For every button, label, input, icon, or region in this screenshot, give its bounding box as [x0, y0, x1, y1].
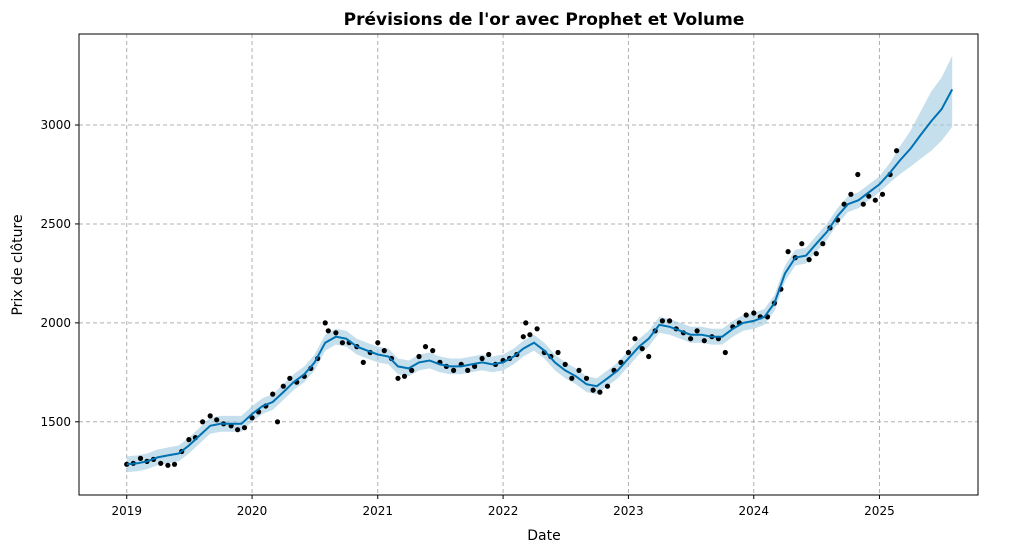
grid-lines [79, 34, 978, 495]
y-tick-label: 2000 [40, 316, 71, 330]
observed-point [743, 312, 749, 318]
observed-point [165, 462, 171, 468]
observed-point [274, 419, 281, 425]
observed-point [799, 241, 805, 247]
observed-point [486, 351, 492, 358]
observed-point [841, 201, 847, 207]
x-tick-label: 2022 [488, 504, 519, 518]
observed-point [465, 367, 471, 373]
x-tick-label: 2020 [237, 504, 268, 518]
observed-point [416, 353, 422, 360]
x-tick-label: 2023 [613, 504, 644, 518]
observed-point [701, 338, 707, 344]
observed-point [632, 336, 638, 342]
observed-point [520, 334, 526, 340]
observed-point [820, 241, 826, 247]
observed-point [479, 355, 485, 362]
observed-point [583, 375, 590, 381]
observed-point [207, 413, 213, 419]
y-axis-ticks: 1500 2000 2500 3000 [40, 118, 79, 429]
observed-point [855, 171, 861, 178]
observed-point [325, 328, 331, 334]
y-tick-label: 2500 [40, 217, 71, 231]
x-tick-label: 2024 [738, 504, 769, 518]
observed-point [667, 318, 673, 324]
observed-point [241, 425, 248, 431]
observed-point [430, 348, 436, 354]
observed-point [287, 375, 293, 381]
observed-point [171, 461, 178, 467]
observed-point [249, 415, 255, 421]
observed-point [576, 367, 582, 373]
observed-point [158, 460, 164, 466]
x-tick-label: 2021 [362, 504, 393, 518]
observed-point [694, 328, 700, 334]
observed-point [866, 193, 872, 199]
observed-point [625, 349, 632, 356]
observed-point [785, 249, 791, 255]
observed-point [848, 191, 854, 197]
y-tick-label: 1500 [40, 415, 71, 429]
x-axis-label: Date [527, 528, 560, 544]
y-axis-label: Prix de clôture [10, 214, 26, 315]
observed-point [401, 373, 408, 379]
observed-point [472, 363, 478, 369]
uncertainty-band [126, 55, 953, 473]
observed-point [555, 349, 561, 356]
observed-point [381, 348, 387, 354]
observed-point [597, 389, 603, 395]
observed-point [200, 419, 206, 425]
x-tick-label: 2025 [864, 504, 895, 518]
observed-point [688, 336, 694, 342]
observed-point [375, 340, 381, 346]
x-axis-ticks: 2019 2020 2021 2022 2023 2024 2025 [111, 495, 895, 518]
observed-point [872, 197, 878, 203]
observed-point [422, 344, 429, 350]
observed-point [214, 417, 220, 423]
observed-point [751, 310, 757, 316]
observed-point [813, 251, 819, 257]
observed-point [186, 437, 192, 443]
observed-point [604, 383, 611, 389]
observed-point [409, 367, 415, 373]
observed-point [894, 148, 900, 154]
observed-point [722, 349, 728, 356]
observed-point [322, 320, 328, 326]
observed-point [646, 353, 652, 360]
observed-point [339, 340, 345, 346]
observed-point [280, 383, 286, 389]
observed-point [523, 320, 529, 326]
observed-point [639, 346, 645, 352]
observed-point [235, 427, 241, 433]
chart-title: Prévisions de l'or avec Prophet et Volum… [344, 10, 745, 30]
observed-point [395, 375, 401, 381]
observed-point [270, 391, 276, 397]
observed-point [360, 359, 366, 365]
observed-point [569, 375, 575, 381]
observed-point [618, 359, 624, 365]
observed-point [860, 201, 866, 207]
observed-point [806, 257, 812, 263]
observed-point [534, 326, 540, 332]
forecast-line [126, 88, 954, 466]
plot-frame [78, 33, 979, 496]
observed-point [527, 332, 533, 338]
observed-point [451, 367, 457, 373]
observed-point [333, 330, 339, 336]
x-tick-label: 2019 [111, 504, 142, 518]
observed-point [562, 361, 568, 367]
observed-point [659, 318, 666, 324]
observed-point [879, 191, 886, 197]
observed-point [590, 387, 596, 393]
observed-point [137, 455, 144, 461]
y-tick-label: 3000 [40, 118, 71, 132]
